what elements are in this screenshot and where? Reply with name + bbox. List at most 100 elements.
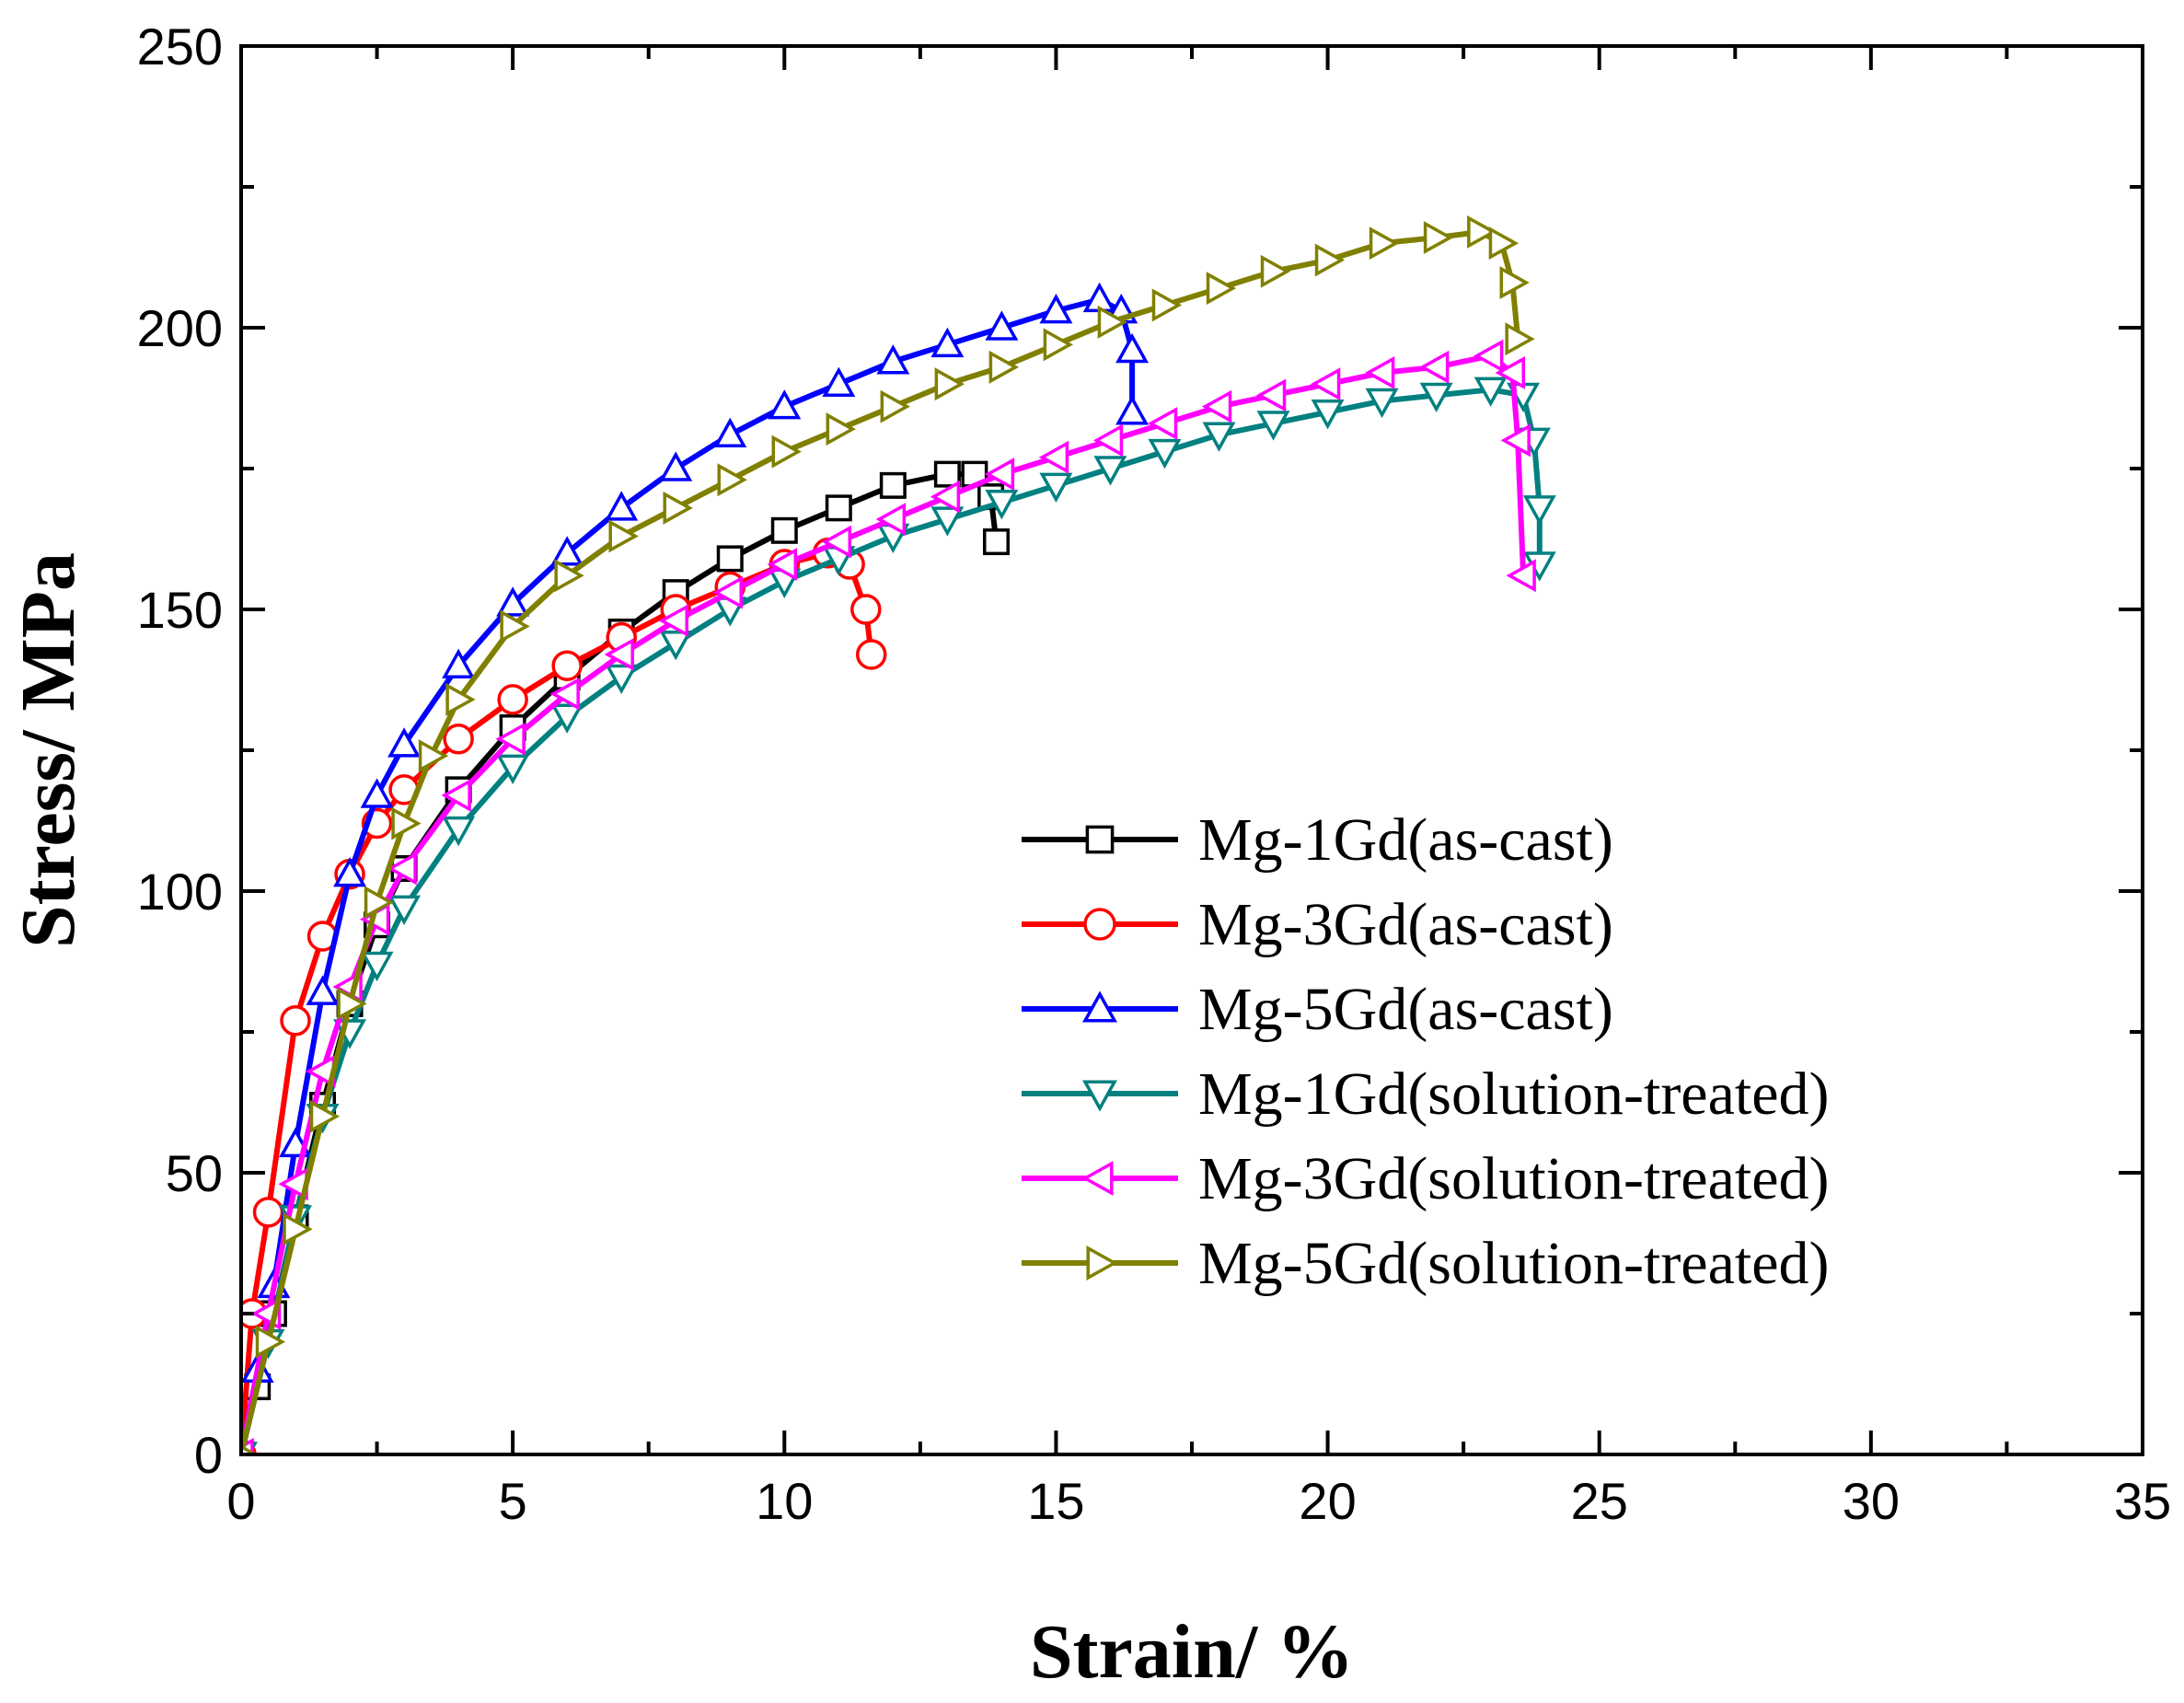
- x-tick-label: 0: [226, 1472, 255, 1530]
- data-point: [821, 525, 852, 559]
- legend-marker: [1081, 1161, 1114, 1196]
- legend-item: Mg-1Gd(as-cast): [1022, 806, 1613, 874]
- data-point: [306, 975, 340, 1005]
- data-point: [880, 389, 910, 423]
- legend: Mg-1Gd(as-cast) Mg-3Gd(as-cast) Mg-5Gd(as-…: [1022, 806, 1830, 1297]
- data-point: [1506, 559, 1536, 593]
- data-point: [712, 575, 744, 609]
- y-tick-label: 100: [137, 863, 223, 921]
- data-point: [1092, 423, 1124, 458]
- x-tick-label: 20: [1299, 1472, 1356, 1530]
- data-point: [550, 703, 584, 734]
- data-point: [930, 506, 965, 537]
- data-point: [822, 366, 856, 397]
- x-axis-title: Strain/ %: [1030, 1609, 1354, 1695]
- y-tick-label: 200: [137, 299, 223, 357]
- data-point: [360, 951, 394, 982]
- data-point: [1505, 322, 1535, 356]
- data-point: [1499, 266, 1530, 300]
- data-point: [1419, 382, 1453, 413]
- legend-label: Mg-1Gd(as-cast): [1198, 806, 1613, 874]
- data-point: [283, 1212, 313, 1246]
- data-point: [445, 682, 476, 716]
- series-2: [241, 538, 887, 1454]
- data-point: [985, 489, 1019, 520]
- y-tick-label: 250: [137, 17, 223, 75]
- series-1: [241, 460, 1010, 1454]
- data-point: [1148, 438, 1182, 469]
- legend-marker: [1082, 1080, 1117, 1112]
- data-point: [1097, 305, 1128, 339]
- data-point: [549, 677, 580, 711]
- data-point: [252, 1197, 284, 1228]
- series-5: [241, 339, 1536, 1454]
- data-point: [418, 739, 449, 773]
- data-point: [604, 637, 634, 671]
- x-tick-label: 10: [756, 1472, 813, 1530]
- data-point: [876, 344, 910, 375]
- y-tick-label: 0: [194, 1426, 223, 1484]
- data-point: [1314, 243, 1346, 277]
- data-point: [1115, 395, 1150, 425]
- data-point: [933, 460, 961, 488]
- legend-marker: [1086, 1245, 1118, 1280]
- data-point: [442, 816, 476, 847]
- data-point: [771, 434, 802, 469]
- data-point: [1201, 389, 1232, 423]
- data-point: [1256, 411, 1290, 441]
- data-point: [333, 857, 367, 887]
- data-point: [391, 806, 422, 840]
- legend-item: Mg-1Gd(solution-treated): [1022, 1060, 1830, 1128]
- data-point: [934, 367, 965, 401]
- plot-frame: [239, 44, 2144, 1456]
- data-point: [855, 639, 887, 670]
- data-point: [551, 650, 583, 681]
- data-point: [608, 519, 639, 553]
- data-point: [713, 417, 747, 448]
- data-point: [1039, 294, 1073, 324]
- data-point: [1151, 288, 1183, 322]
- data-point: [1364, 355, 1395, 389]
- data-point: [767, 548, 798, 582]
- data-point: [875, 503, 907, 537]
- data-point: [1255, 378, 1287, 412]
- legend-item: Mg-3Gd(solution-treated): [1022, 1145, 1830, 1212]
- data-point: [1115, 332, 1150, 364]
- series-layer: [241, 214, 1556, 1454]
- data-point: [364, 886, 395, 920]
- data-point: [1039, 472, 1073, 503]
- tick-layer: 0 5 10 15 20 25 30 35 0 50 100 150 200 250: [137, 17, 2172, 1530]
- data-point: [663, 491, 693, 525]
- data-point: [554, 559, 584, 593]
- data-point: [850, 594, 882, 625]
- data-point: [1369, 226, 1400, 261]
- x-tick-label: 5: [499, 1472, 527, 1530]
- data-point: [1260, 254, 1291, 288]
- legend-item: Mg-5Gd(as-cast): [1022, 976, 1613, 1043]
- series-6: [241, 214, 1535, 1454]
- data-point: [550, 536, 584, 566]
- data-point: [1038, 440, 1069, 474]
- data-point: [1202, 422, 1236, 452]
- data-point: [280, 1005, 311, 1037]
- data-point: [658, 604, 688, 638]
- data-point: [770, 516, 798, 544]
- data-point: [982, 528, 1010, 556]
- legend-item: Mg-5Gd(solution-treated): [1022, 1230, 1830, 1297]
- data-point: [879, 471, 907, 499]
- data-point: [930, 327, 965, 358]
- data-point: [1206, 272, 1237, 306]
- data-point: [387, 895, 422, 925]
- legend-label: Mg-5Gd(solution-treated): [1198, 1230, 1830, 1297]
- legend-item: Mg-3Gd(as-cast): [1022, 891, 1613, 958]
- data-point: [825, 494, 852, 522]
- data-point: [1311, 400, 1345, 430]
- legend-label: Mg-3Gd(as-cast): [1198, 891, 1613, 958]
- data-point: [441, 778, 471, 812]
- y-tick-label: 50: [166, 1144, 223, 1202]
- legend-marker: [1083, 908, 1116, 941]
- data-point: [717, 463, 747, 497]
- data-point: [500, 609, 530, 643]
- x-tick-label: 15: [1027, 1472, 1084, 1530]
